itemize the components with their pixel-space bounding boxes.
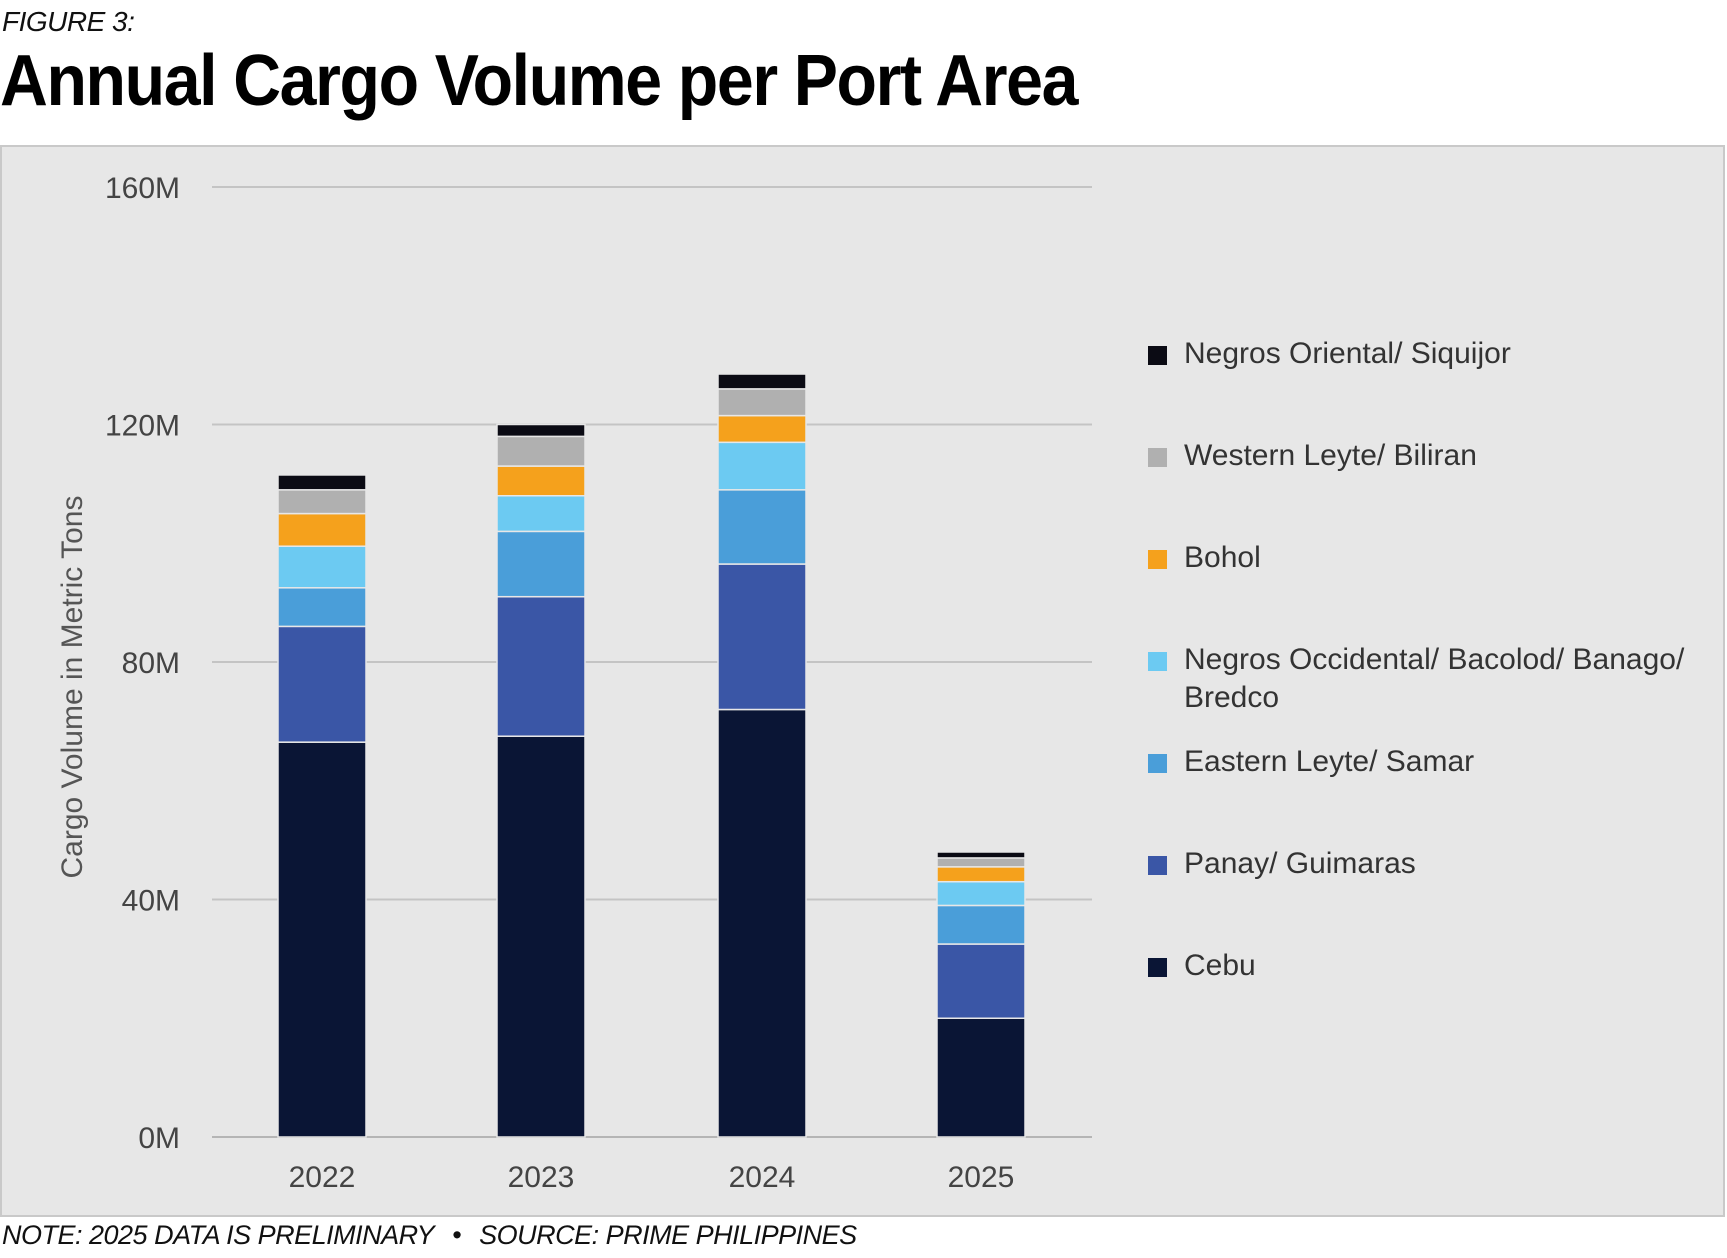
bar-segment	[936, 851, 1026, 859]
bar-segment	[717, 563, 807, 711]
footnote-separator: •	[452, 1220, 462, 1250]
bar-segment	[717, 708, 807, 1138]
x-tick-label: 2023	[508, 1161, 575, 1194]
bar-segment	[277, 512, 367, 547]
bar-segment	[717, 489, 807, 565]
bar-segment	[936, 880, 1026, 907]
legend-swatch	[1148, 856, 1167, 875]
legend-swatch	[1148, 754, 1167, 773]
legend-label: Bohol	[1184, 541, 1261, 574]
bar-segment	[277, 625, 367, 743]
bar-segment	[717, 373, 807, 390]
bar-segment	[496, 465, 586, 497]
bar-segment	[277, 741, 367, 1138]
bar-segment	[936, 1017, 1026, 1138]
bar-segment	[277, 545, 367, 589]
legend-item: Panay/ Guimaras	[1142, 845, 1702, 883]
bar-segment	[277, 587, 367, 628]
bar-segment	[496, 530, 586, 598]
bar-segment	[936, 866, 1026, 883]
y-tick-label: 80M	[122, 647, 180, 680]
legend-label: Eastern Leyte/ Samar	[1184, 745, 1475, 778]
bar-segment	[496, 435, 586, 467]
legend-swatch	[1148, 958, 1167, 977]
bar-segment	[936, 857, 1026, 868]
legend-label: Negros Oriental/ Siquijor	[1184, 337, 1511, 370]
footnote: NOTE: 2025 DATA IS PRELIMINARY • SOURCE: P…	[2, 1220, 857, 1251]
bar-segment	[717, 441, 807, 491]
bar-segment	[717, 388, 807, 417]
legend-swatch	[1148, 652, 1167, 671]
legend-swatch	[1148, 448, 1167, 467]
footnote-source: SOURCE: PRIME PHILIPPINES	[479, 1220, 857, 1250]
legend-item: Bohol	[1142, 539, 1702, 577]
bar-segment	[277, 474, 367, 491]
bar-segment	[936, 943, 1026, 1019]
bar-segment	[496, 495, 586, 533]
legend-item: Cebu	[1142, 947, 1702, 985]
x-tick-label: 2024	[729, 1161, 796, 1194]
y-tick-label: 40M	[122, 885, 180, 918]
y-axis-label: Cargo Volume in Metric Tons	[56, 496, 89, 879]
y-tick-label: 0M	[138, 1122, 180, 1155]
legend-item: Negros Oriental/ Siquijor	[1142, 335, 1702, 373]
y-tick-label: 160M	[105, 172, 180, 205]
legend-swatch	[1148, 346, 1167, 365]
stacked-bar-chart: 0M 40M 80M 120M 160M Cargo Volume in Metric T…	[56, 172, 1092, 1194]
legend-item: Eastern Leyte/ Samar	[1142, 743, 1702, 781]
legend-label: Cebu	[1184, 949, 1256, 982]
bar-segment	[936, 904, 1026, 945]
legend-label: Western Leyte/ Biliran	[1184, 439, 1477, 472]
bar-segment	[277, 489, 367, 515]
chart-title: Annual Cargo Volume per Port Area	[0, 41, 1078, 121]
bar-segment	[717, 414, 807, 444]
legend-label: Panay/ Guimaras	[1184, 847, 1416, 880]
x-tick-label: 2022	[289, 1161, 356, 1194]
footnote-note: NOTE: 2025 DATA IS PRELIMINARY	[2, 1220, 435, 1250]
bar-segment	[496, 423, 586, 438]
y-tick-label: 120M	[105, 410, 180, 443]
bar-segment	[496, 735, 586, 1138]
legend-item: Western Leyte/ Biliran	[1142, 437, 1702, 475]
bar-segment	[496, 595, 586, 737]
figure-label: FIGURE 3:	[2, 6, 135, 37]
legend-swatch	[1148, 550, 1167, 569]
legend-label: Negros Occidental/ Bacolod/ Banago/ Bred…	[1184, 643, 1685, 714]
x-tick-label: 2025	[948, 1161, 1015, 1194]
chart-panel: 0M 40M 80M 120M 160M Cargo Volume in Metric T…	[0, 145, 1725, 1217]
legend-item: Negros Occidental/ Bacolod/ Banago/ Bred…	[1142, 641, 1702, 717]
